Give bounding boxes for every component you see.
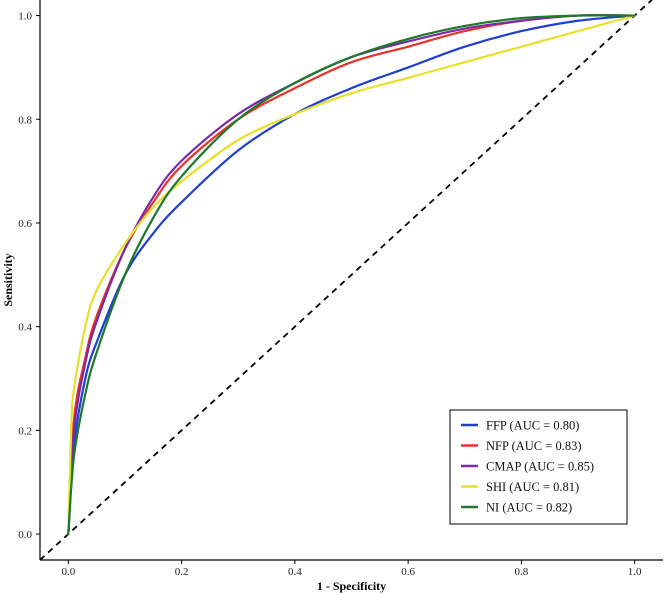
y-tick-label: 1.0 [18, 11, 32, 23]
x-tick-label: 0.2 [175, 566, 189, 578]
series-line-3 [67, 14, 636, 536]
y-tick-label: 0.0 [18, 529, 32, 541]
legend-box [449, 409, 628, 525]
y-tick-label: 0.4 [18, 322, 32, 334]
legend-label-0: FFP (AUC = 0.80) [486, 419, 579, 433]
legend: FFP (AUC = 0.80) NFP (AUC = 0.83) CMAP (AU… [449, 409, 628, 525]
series-line-0 [67, 14, 636, 536]
legend-label-3: SHI (AUC = 0.81) [486, 480, 579, 494]
y-axis-title: Sensitivity [1, 253, 15, 306]
y-tick-label: 0.2 [18, 425, 32, 437]
series-line-2 [67, 14, 636, 536]
y-tick-label: 0.6 [18, 218, 32, 230]
legend-label-1: NFP (AUC = 0.83) [486, 439, 581, 453]
reference-diagonal-line [39, 0, 654, 561]
x-tick-label: 0.8 [515, 566, 529, 578]
x-tick-label: 0.6 [401, 566, 415, 578]
legend-label-2: CMAP (AUC = 0.85) [486, 460, 594, 474]
series-line-4 [67, 14, 636, 536]
x-tick-label: 0.0 [61, 566, 75, 578]
x-axis-title: 1 - Specificity [317, 579, 386, 593]
x-tick-label: 1.0 [628, 566, 642, 578]
x-tick-label: 0.4 [288, 566, 302, 578]
legend-label-4: NI (AUC = 0.82) [486, 501, 572, 515]
y-tick-label: 0.8 [18, 114, 32, 126]
